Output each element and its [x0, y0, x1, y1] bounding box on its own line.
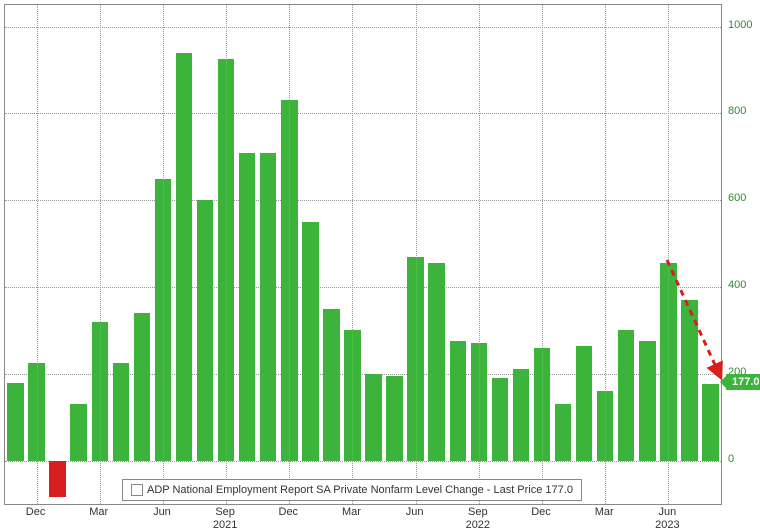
gridline-v [37, 5, 38, 504]
legend-text: ADP National Employment Report SA Privat… [147, 484, 573, 496]
bar [639, 341, 655, 460]
last-price-label: 177.0 [726, 374, 760, 390]
chart-container: 02004006008001000 DecMarJunSepDecMarJunS… [0, 0, 760, 532]
xtick-label: Mar [595, 506, 614, 518]
xtick-label: Sep [215, 506, 235, 518]
xtick-label: Dec [279, 506, 299, 518]
gridline-v [100, 5, 101, 504]
gridline-v [416, 5, 417, 504]
gridline-h [5, 287, 721, 288]
gridline-v [605, 5, 606, 504]
legend-swatch [131, 484, 143, 496]
year-label: 2023 [655, 519, 679, 531]
bar [134, 313, 150, 461]
ytick-label: 0 [728, 453, 734, 465]
bar [576, 346, 592, 461]
bar [365, 374, 381, 461]
gridline-h [5, 113, 721, 114]
year-label: 2022 [466, 519, 490, 531]
gridline-v [479, 5, 480, 504]
gridline-v [226, 5, 227, 504]
gridline-v [289, 5, 290, 504]
bar [618, 330, 634, 460]
bar [386, 376, 402, 461]
bar [555, 404, 571, 460]
bar [513, 369, 529, 460]
xtick-label: Jun [153, 506, 171, 518]
bar [113, 363, 129, 461]
last-price-value: 177.0 [732, 376, 760, 388]
ytick-label: 400 [728, 279, 746, 291]
ytick-label: 1000 [728, 19, 752, 31]
bar [239, 153, 255, 461]
bar [492, 378, 508, 460]
bar [428, 263, 444, 460]
legend: ADP National Employment Report SA Privat… [122, 479, 582, 501]
gridline-v [352, 5, 353, 504]
xtick-label: Mar [342, 506, 361, 518]
bar [197, 200, 213, 460]
bar [450, 341, 466, 460]
xtick-label: Dec [531, 506, 551, 518]
gridline-h [5, 200, 721, 201]
bar [176, 53, 192, 461]
bar [323, 309, 339, 461]
bar [49, 461, 65, 498]
xtick-label: Jun [406, 506, 424, 518]
ytick-label: 600 [728, 192, 746, 204]
gridline-v [542, 5, 543, 504]
gridline-v [668, 5, 669, 504]
xtick-label: Jun [658, 506, 676, 518]
xtick-label: Dec [26, 506, 46, 518]
bar [302, 222, 318, 461]
xtick-label: Sep [468, 506, 488, 518]
bar [7, 383, 23, 461]
bar [260, 153, 276, 461]
plot-area [4, 4, 722, 505]
ytick-label: 800 [728, 105, 746, 117]
gridline-v [163, 5, 164, 504]
xtick-label: Mar [89, 506, 108, 518]
bar [70, 404, 86, 460]
gridline-h [5, 27, 721, 28]
gridline-h [5, 461, 721, 462]
bar [702, 384, 718, 461]
year-label: 2021 [213, 519, 237, 531]
bar [681, 300, 697, 461]
